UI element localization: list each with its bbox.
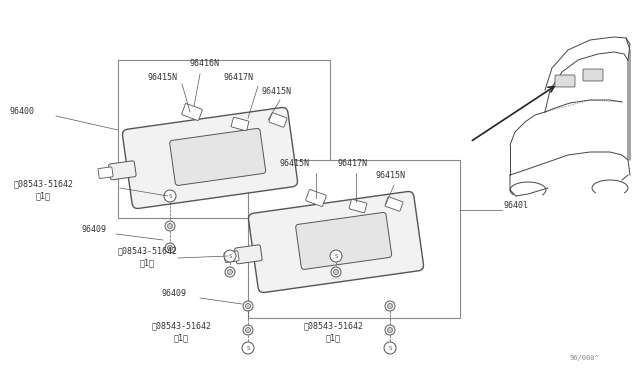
Circle shape [387,327,392,333]
Bar [118,60,330,218]
FancyBboxPatch shape [235,245,262,264]
Circle shape [331,267,341,277]
Text: 96415N: 96415N [148,73,178,82]
Text: Ⓝ08543-51642: Ⓝ08543-51642 [152,321,212,330]
FancyBboxPatch shape [583,69,603,81]
Circle shape [165,221,175,231]
Circle shape [224,250,236,262]
Circle shape [246,327,250,333]
Text: （1）: （1） [36,191,51,200]
Circle shape [165,243,175,253]
FancyBboxPatch shape [224,251,239,263]
Text: 96409: 96409 [162,289,187,298]
FancyBboxPatch shape [98,167,113,179]
Text: 9640l: 9640l [504,201,529,210]
Circle shape [168,224,173,228]
Text: Ⓝ08543-51642: Ⓝ08543-51642 [118,246,178,255]
Text: 96415N: 96415N [280,159,310,168]
Text: Ⓝ08543-51642: Ⓝ08543-51642 [304,321,364,330]
FancyBboxPatch shape [182,103,202,121]
Circle shape [242,342,254,354]
FancyBboxPatch shape [296,212,392,269]
Text: S: S [334,253,338,259]
FancyBboxPatch shape [269,113,287,127]
Text: 96415N: 96415N [376,171,406,180]
Text: （1）: （1） [326,333,341,342]
Bar [248,160,460,318]
Text: S: S [228,253,232,259]
Circle shape [385,301,395,311]
Circle shape [225,267,235,277]
Text: 96417N: 96417N [224,73,254,82]
Circle shape [243,325,253,335]
Text: 96417N: 96417N [338,159,368,168]
FancyBboxPatch shape [555,75,575,87]
FancyBboxPatch shape [170,128,266,185]
Text: S: S [388,346,392,350]
Circle shape [330,250,342,262]
FancyBboxPatch shape [122,108,298,208]
Text: 96400: 96400 [10,107,35,116]
FancyBboxPatch shape [306,190,326,206]
FancyBboxPatch shape [385,197,403,211]
Circle shape [168,246,173,250]
Text: S: S [246,346,250,350]
Text: （1）: （1） [174,333,189,342]
Text: 96/000^: 96/000^ [570,355,600,361]
Circle shape [243,301,253,311]
Text: S: S [168,193,172,199]
Circle shape [227,269,232,275]
FancyBboxPatch shape [248,192,424,292]
Circle shape [384,342,396,354]
Circle shape [246,304,250,308]
FancyBboxPatch shape [349,199,367,213]
FancyBboxPatch shape [109,161,136,180]
Circle shape [387,304,392,308]
FancyBboxPatch shape [231,117,249,131]
Text: 96415N: 96415N [262,87,292,96]
Text: Ⓝ08543-51642: Ⓝ08543-51642 [14,179,74,188]
Circle shape [164,190,176,202]
Text: （1）: （1） [140,258,155,267]
Text: 96409: 96409 [82,225,107,234]
Text: 96416N: 96416N [190,59,220,68]
Circle shape [333,269,339,275]
Circle shape [385,325,395,335]
